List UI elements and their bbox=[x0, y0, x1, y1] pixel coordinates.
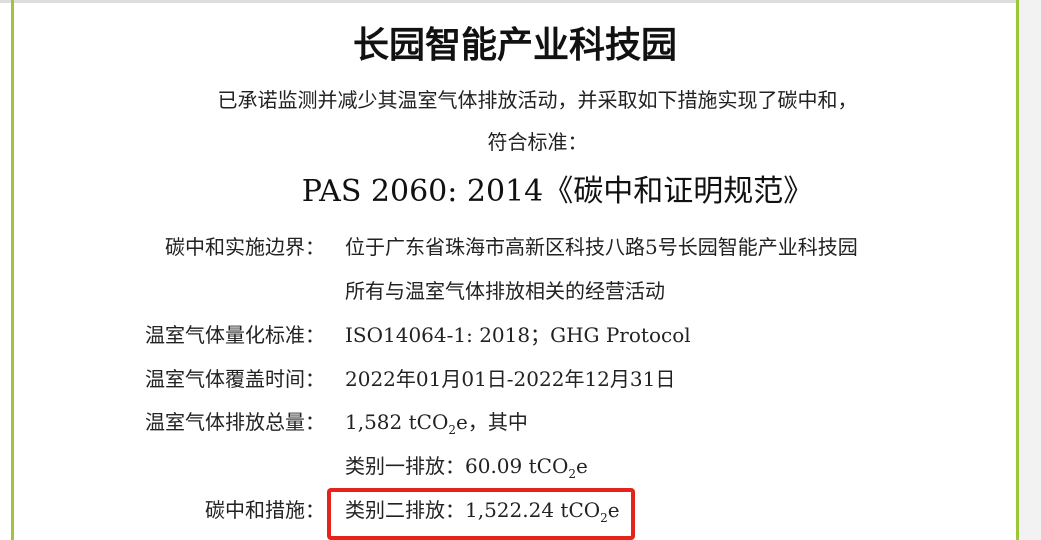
label-total: 温室气体排放总量： bbox=[145, 410, 325, 434]
scope1-pre: 类别一排放：60.09 tCO bbox=[345, 454, 569, 478]
scope2-post: e bbox=[607, 498, 620, 522]
subscript: 2 bbox=[448, 423, 456, 437]
statement-line-2: 符合标准： bbox=[487, 130, 588, 154]
label-measures: 碳中和措施： bbox=[205, 498, 325, 522]
scope2-pre: 类别二排放：1,522.24 tCO bbox=[345, 498, 601, 522]
label-quant-standard: 温室气体量化标准： bbox=[145, 323, 325, 347]
top-edge bbox=[0, 0, 1041, 3]
scope1-post: e bbox=[576, 454, 588, 478]
highlight-box bbox=[327, 488, 635, 540]
subscript: 2 bbox=[600, 511, 608, 525]
total-post: e，其中 bbox=[456, 410, 528, 434]
value-boundary-2: 所有与温室气体排放相关的经营活动 bbox=[345, 279, 665, 303]
standard-name: PAS 2060: 2014《碳中和证明规范》 bbox=[301, 174, 814, 209]
value-total: 1,582 tCO2e，其中 bbox=[345, 406, 528, 437]
page-margin bbox=[1019, 0, 1041, 540]
total-pre: 1,582 tCO bbox=[345, 410, 449, 434]
subscript: 2 bbox=[568, 467, 576, 481]
statement-line-1: 已承诺监测并减少其温室气体排放活动，并采取如下措施实现了碳中和， bbox=[217, 88, 858, 112]
certificate-border-left bbox=[11, 0, 14, 540]
label-boundary: 碳中和实施边界： bbox=[165, 235, 325, 259]
value-quant-standard: ISO14064-1: 2018；GHG Protocol bbox=[345, 323, 691, 347]
value-period: 2022年01月01日-2022年12月31日 bbox=[345, 367, 676, 391]
certificate-border-right bbox=[1016, 0, 1019, 540]
label-period: 温室气体覆盖时间： bbox=[145, 367, 325, 391]
value-scope1: 类别一排放：60.09 tCO2e bbox=[345, 450, 588, 481]
value-scope2: 类别二排放：1,522.24 tCO2e bbox=[345, 494, 620, 525]
value-boundary: 位于广东省珠海市高新区科技八路5号长园智能产业科技园 bbox=[345, 235, 858, 259]
certificate-title: 长园智能产业科技园 bbox=[352, 25, 677, 66]
